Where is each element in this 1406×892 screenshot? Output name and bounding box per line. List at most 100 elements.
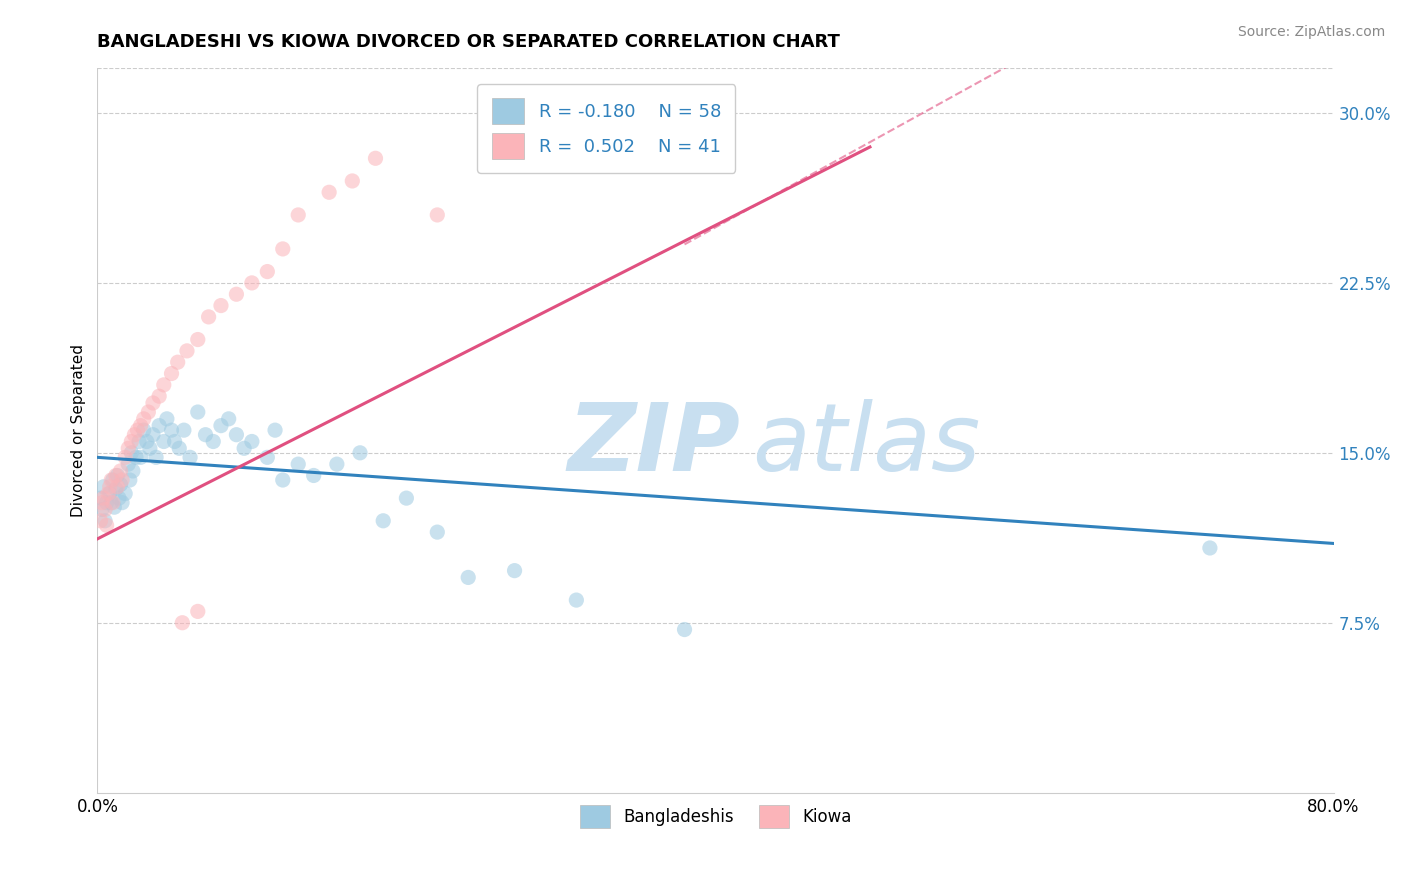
Point xyxy=(287,208,309,222)
Point xyxy=(111,496,134,510)
Point xyxy=(225,427,247,442)
Point xyxy=(364,151,387,165)
Point xyxy=(118,473,141,487)
Point xyxy=(209,299,232,313)
Point xyxy=(111,473,134,487)
Point xyxy=(160,367,183,381)
Point xyxy=(152,377,174,392)
Point xyxy=(139,442,162,456)
Point xyxy=(240,434,263,449)
Point xyxy=(107,468,129,483)
Point xyxy=(302,468,325,483)
Point xyxy=(197,310,219,324)
Point xyxy=(160,423,183,437)
Point xyxy=(122,464,145,478)
Point xyxy=(117,442,139,456)
Point xyxy=(342,174,364,188)
Text: ZIP: ZIP xyxy=(567,399,740,491)
Point xyxy=(98,480,121,494)
Point xyxy=(100,473,122,487)
Point xyxy=(93,491,115,505)
Point xyxy=(202,434,225,449)
Point xyxy=(349,446,371,460)
Point xyxy=(89,514,111,528)
Point xyxy=(93,480,115,494)
Point xyxy=(152,434,174,449)
Point xyxy=(120,434,142,449)
Point xyxy=(426,208,449,222)
Point xyxy=(457,570,479,584)
Point xyxy=(96,496,118,510)
Point xyxy=(114,450,136,465)
Legend: Bangladeshis, Kiowa: Bangladeshis, Kiowa xyxy=(572,798,858,835)
Point xyxy=(97,486,120,500)
Point xyxy=(145,450,167,465)
Point xyxy=(132,412,155,426)
Point xyxy=(264,423,287,437)
Point xyxy=(148,418,170,433)
Point xyxy=(100,496,122,510)
Point xyxy=(91,496,114,510)
Point xyxy=(142,427,165,442)
Point xyxy=(108,491,131,505)
Point xyxy=(89,491,111,505)
Text: BANGLADESHI VS KIOWA DIVORCED OR SEPARATED CORRELATION CHART: BANGLADESHI VS KIOWA DIVORCED OR SEPARAT… xyxy=(97,33,841,51)
Point xyxy=(101,496,124,510)
Point xyxy=(96,518,118,533)
Point xyxy=(194,427,217,442)
Y-axis label: Divorced or Separated: Divorced or Separated xyxy=(72,343,86,516)
Point xyxy=(120,446,142,460)
Point xyxy=(138,405,160,419)
Point xyxy=(318,186,340,200)
Point xyxy=(129,450,152,465)
Point xyxy=(104,482,127,496)
Point xyxy=(395,491,418,505)
Point xyxy=(256,450,278,465)
Point xyxy=(173,423,195,437)
Point xyxy=(166,355,188,369)
Point xyxy=(240,276,263,290)
Point xyxy=(209,418,232,433)
Point xyxy=(179,450,201,465)
Point xyxy=(114,486,136,500)
Point xyxy=(287,457,309,471)
Point xyxy=(117,457,139,471)
Point xyxy=(271,242,294,256)
Point xyxy=(125,450,148,465)
Point xyxy=(673,623,696,637)
Point xyxy=(187,333,209,347)
Point xyxy=(94,502,117,516)
Point xyxy=(132,423,155,437)
Point xyxy=(135,434,157,449)
Point xyxy=(163,434,186,449)
Point xyxy=(94,514,117,528)
Point xyxy=(256,264,278,278)
Text: atlas: atlas xyxy=(752,399,981,491)
Point xyxy=(1199,541,1222,555)
Point xyxy=(218,412,240,426)
Point xyxy=(326,457,349,471)
Point xyxy=(107,480,129,494)
Point xyxy=(91,502,114,516)
Point xyxy=(104,468,127,483)
Point xyxy=(127,423,149,437)
Point xyxy=(124,427,146,442)
Point xyxy=(142,396,165,410)
Point xyxy=(98,486,121,500)
Point xyxy=(426,525,449,540)
Point xyxy=(503,564,526,578)
Point xyxy=(176,343,198,358)
Point xyxy=(156,412,179,426)
Point xyxy=(129,418,152,433)
Point xyxy=(148,389,170,403)
Point xyxy=(187,405,209,419)
Point xyxy=(373,514,395,528)
Point xyxy=(110,477,132,491)
Point xyxy=(167,442,190,456)
Point xyxy=(271,473,294,487)
Point xyxy=(128,434,150,449)
Point xyxy=(172,615,194,630)
Point xyxy=(187,604,209,618)
Point xyxy=(565,593,588,607)
Point xyxy=(103,500,125,515)
